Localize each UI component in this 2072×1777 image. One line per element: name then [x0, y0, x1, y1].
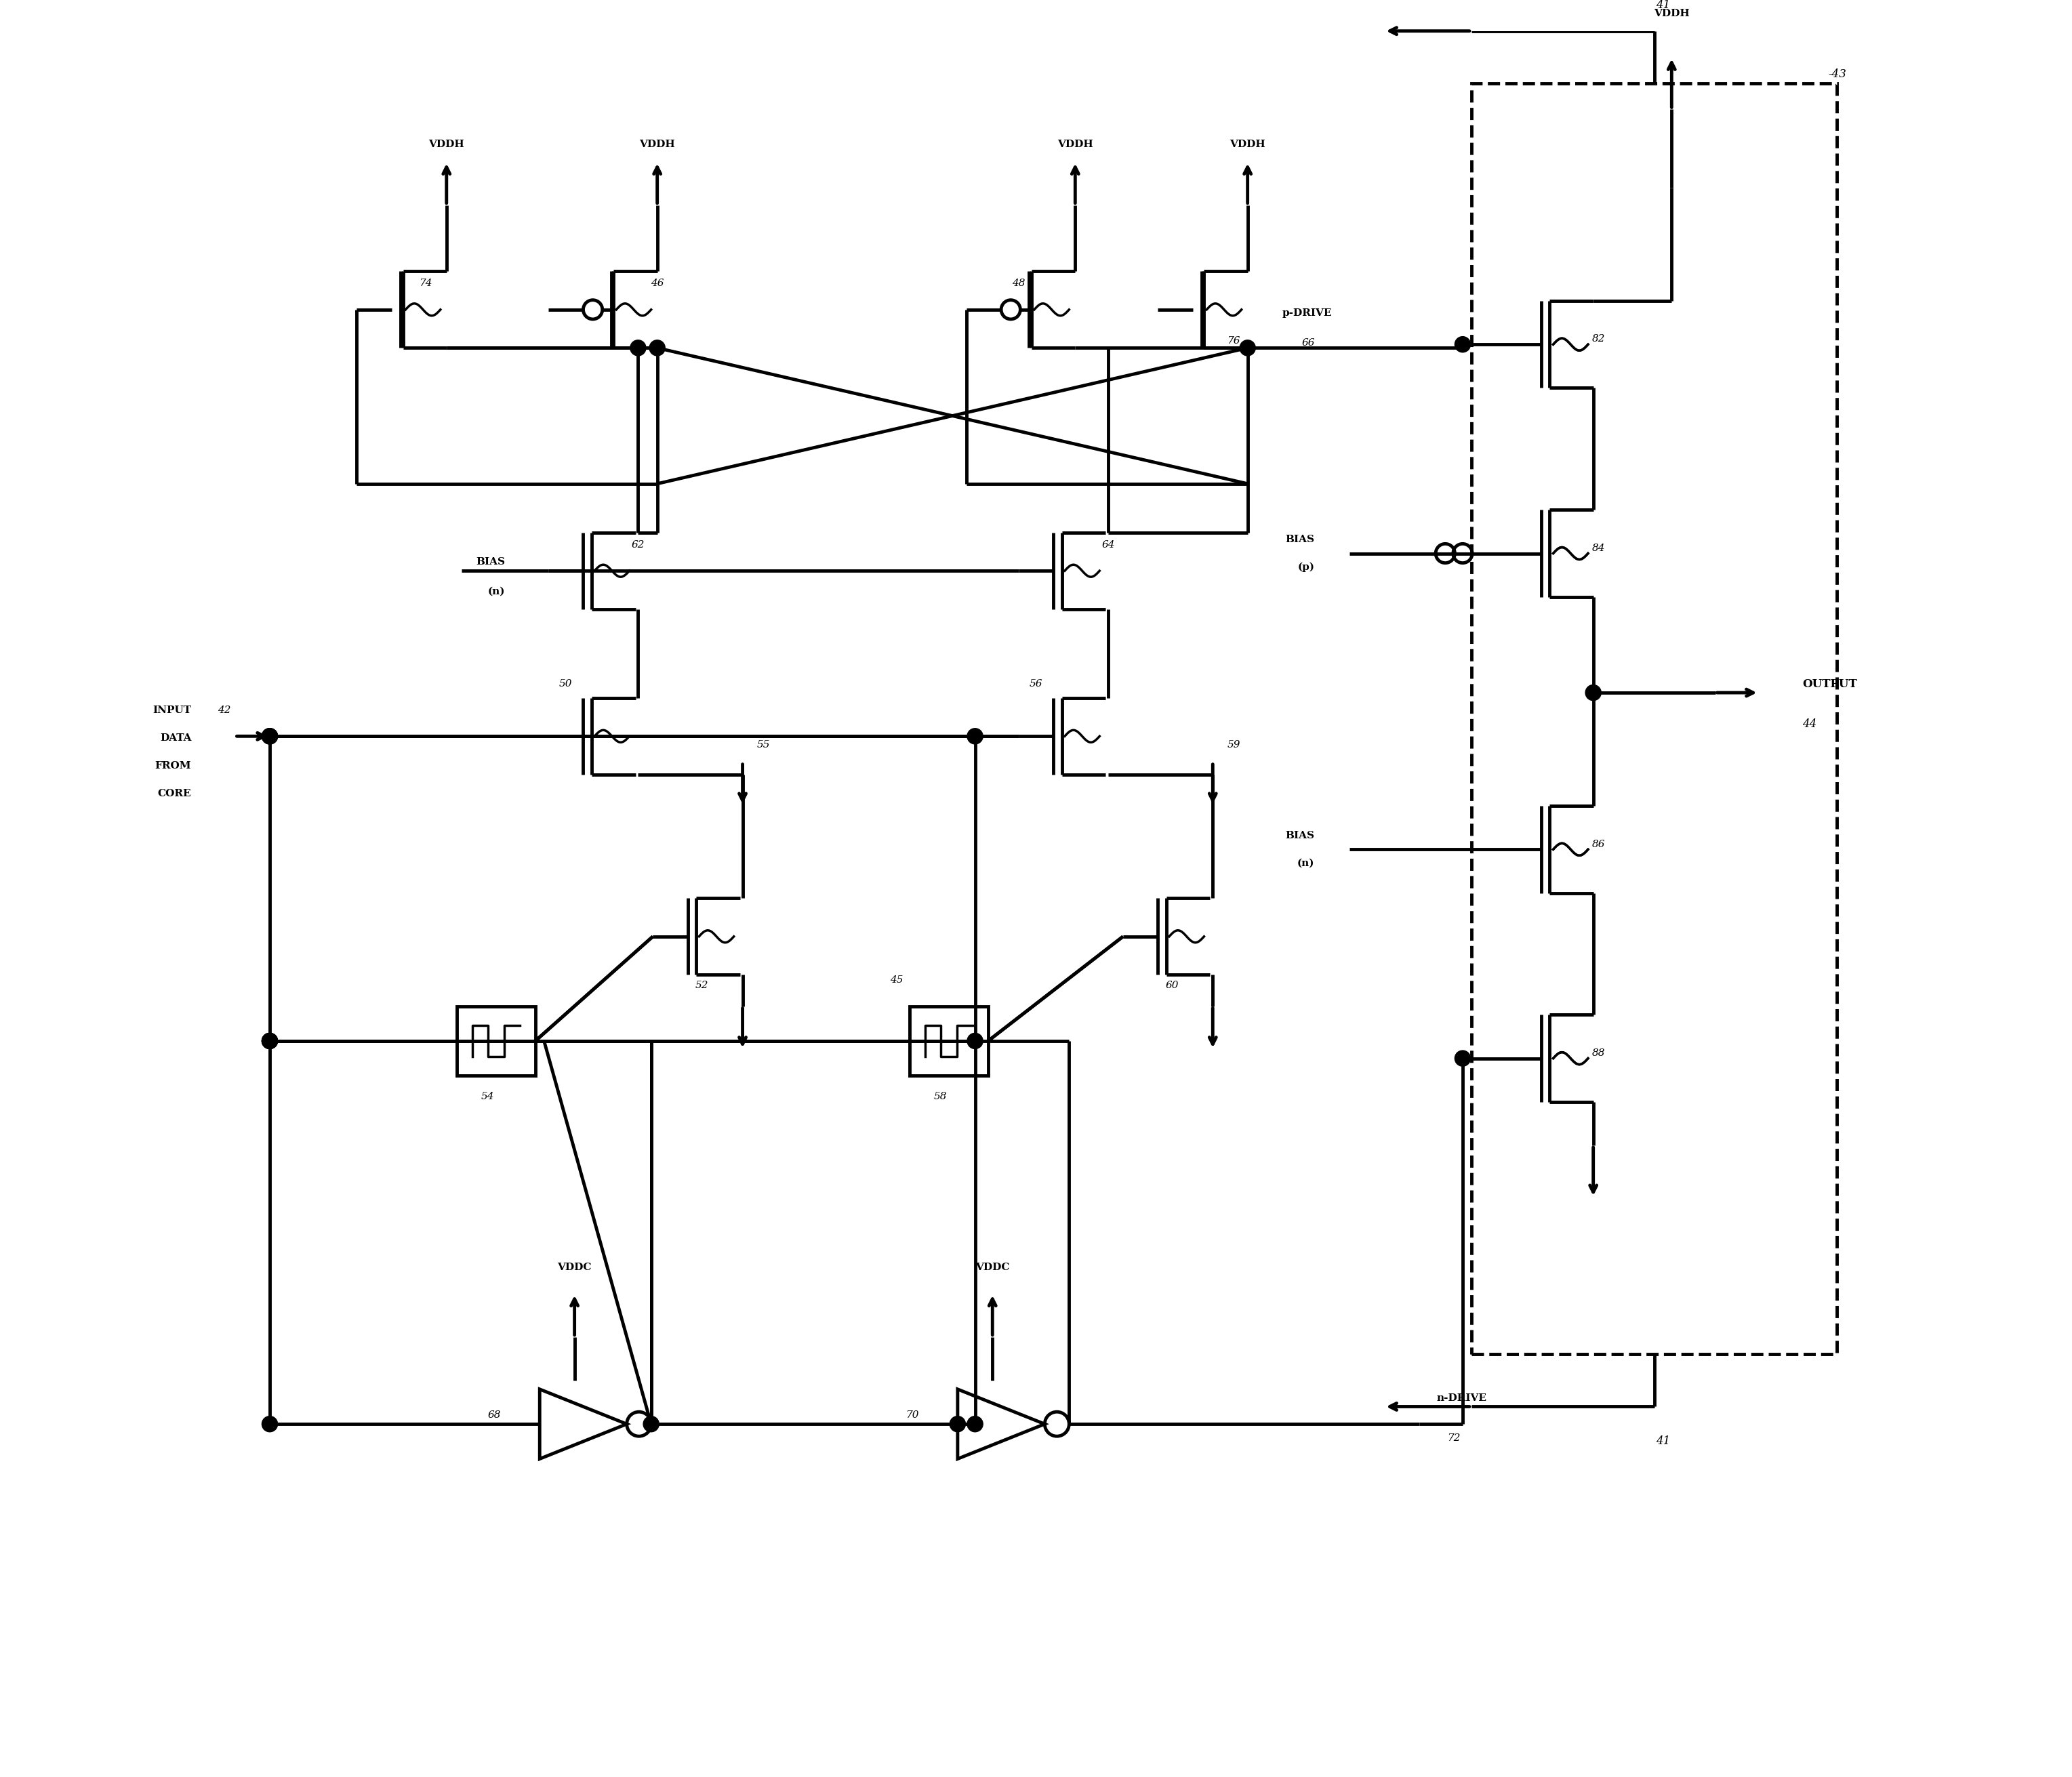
Text: VDDH: VDDH — [1057, 139, 1094, 149]
Bar — [1471, 84, 1838, 1354]
Text: 54: 54 — [481, 1091, 493, 1102]
Text: 60: 60 — [1164, 981, 1179, 990]
Text: 42: 42 — [218, 705, 230, 714]
Text: 76: 76 — [1227, 336, 1241, 347]
Circle shape — [968, 729, 982, 745]
Circle shape — [642, 1416, 659, 1432]
Circle shape — [261, 1032, 278, 1048]
Circle shape — [1455, 336, 1471, 352]
Text: 46: 46 — [651, 279, 663, 288]
Text: 44: 44 — [1803, 718, 1817, 730]
Circle shape — [1585, 684, 1602, 700]
Text: CORE: CORE — [157, 789, 191, 798]
Text: VDDH: VDDH — [429, 139, 464, 149]
Text: OUTPUT: OUTPUT — [1803, 679, 1857, 689]
Text: 62: 62 — [632, 540, 644, 549]
Text: 41: 41 — [1656, 1436, 1670, 1446]
Text: 50: 50 — [559, 679, 572, 689]
Text: DATA: DATA — [160, 734, 191, 743]
Text: 58: 58 — [934, 1091, 947, 1102]
Text: VDDH: VDDH — [640, 139, 675, 149]
Bar — [910, 1006, 988, 1075]
Circle shape — [630, 339, 646, 355]
Text: n-DRIVE: n-DRIVE — [1436, 1393, 1488, 1402]
Text: BIAS: BIAS — [1285, 535, 1314, 544]
Text: (n): (n) — [1297, 858, 1314, 869]
Text: 48: 48 — [1011, 279, 1026, 288]
Text: VDDH: VDDH — [1229, 139, 1266, 149]
Text: 84: 84 — [1591, 544, 1606, 553]
Text: 56: 56 — [1030, 679, 1042, 689]
Text: 70: 70 — [905, 1411, 918, 1420]
Circle shape — [261, 1032, 278, 1048]
Text: -43: -43 — [1828, 69, 1846, 80]
Text: (p): (p) — [1297, 563, 1314, 572]
Text: 41: 41 — [1656, 0, 1670, 11]
Text: p-DRIVE: p-DRIVE — [1283, 309, 1332, 318]
Text: VDDC: VDDC — [557, 1263, 593, 1272]
Text: 82: 82 — [1591, 334, 1606, 345]
Text: 59: 59 — [1227, 741, 1241, 750]
Text: 45: 45 — [891, 976, 903, 984]
Text: (n): (n) — [487, 586, 506, 597]
Bar — [458, 1006, 535, 1075]
Text: VDDC: VDDC — [976, 1263, 1009, 1272]
Circle shape — [261, 729, 278, 745]
Circle shape — [261, 729, 278, 745]
Text: 74: 74 — [419, 279, 433, 288]
Circle shape — [1239, 339, 1256, 355]
Circle shape — [261, 729, 278, 745]
Circle shape — [968, 1032, 982, 1048]
Text: BIAS: BIAS — [1285, 830, 1314, 841]
Text: 68: 68 — [487, 1411, 501, 1420]
Circle shape — [968, 1416, 982, 1432]
Text: 66: 66 — [1301, 338, 1316, 348]
Text: 88: 88 — [1591, 1048, 1606, 1057]
Text: FROM: FROM — [155, 761, 191, 771]
Text: 64: 64 — [1102, 540, 1115, 549]
Text: 72: 72 — [1448, 1434, 1461, 1443]
Text: 55: 55 — [756, 741, 771, 750]
Circle shape — [1455, 1050, 1471, 1066]
Circle shape — [949, 1416, 966, 1432]
Circle shape — [649, 339, 665, 355]
Text: INPUT: INPUT — [153, 705, 191, 714]
Circle shape — [261, 1416, 278, 1432]
Text: BIAS: BIAS — [477, 558, 506, 567]
Text: VDDH: VDDH — [1653, 9, 1689, 18]
Circle shape — [261, 1032, 278, 1048]
Text: 86: 86 — [1591, 839, 1606, 849]
Text: 52: 52 — [694, 981, 709, 990]
